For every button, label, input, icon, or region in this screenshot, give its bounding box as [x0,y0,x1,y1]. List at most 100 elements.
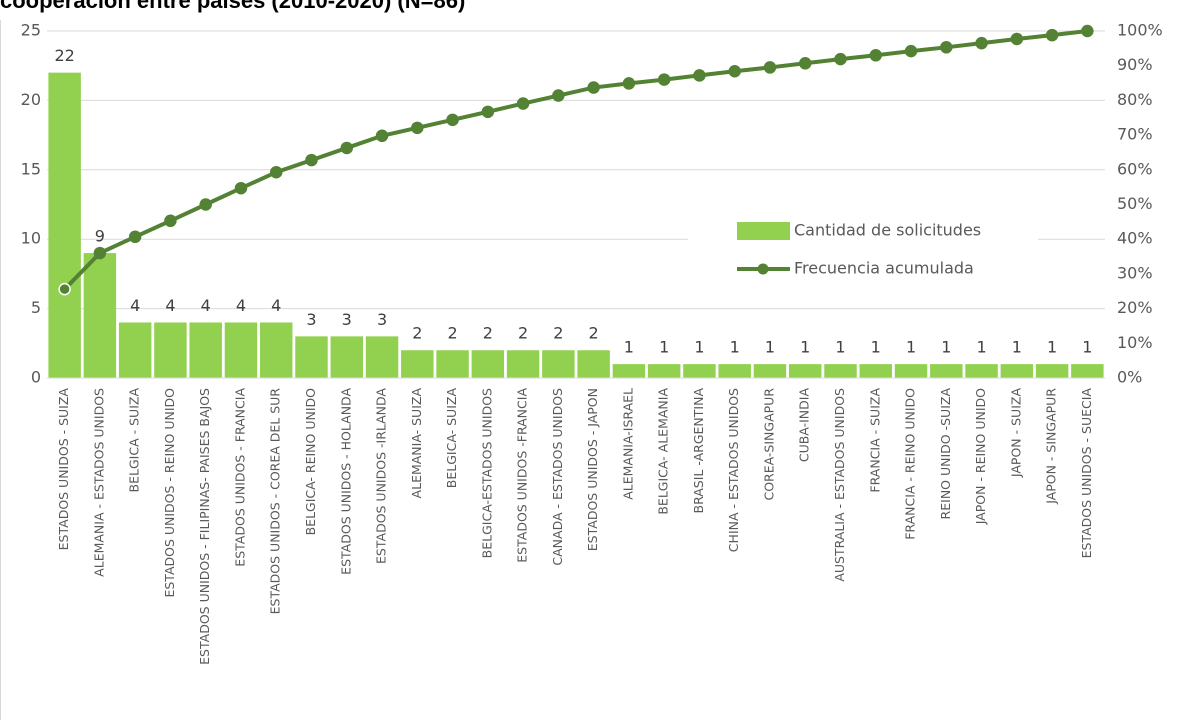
x-tick-label: FRANCIA - SUIZA [867,388,882,493]
bar [1035,364,1069,378]
y2-tick-label: 60% [1117,159,1153,178]
marker [693,69,706,82]
x-tick-label: BELGICA- REINO UNIDO [303,388,318,536]
x-tick-label: JAPON - SUIZA [1008,388,1023,479]
marker [481,105,495,119]
data-label: 1 [694,338,704,357]
y2-tick-label: 50% [1117,194,1153,213]
bar [224,322,258,378]
bar [436,350,469,378]
x-tick-label: JAPON - REINO UNIDO [973,388,988,525]
y-tick-label: 5 [31,298,41,317]
bar [789,364,822,378]
y2-tick-label: 80% [1117,90,1153,109]
bar [401,350,434,378]
x-tick-label: ESTADOS UNIDOS - REINO UNIDO [162,388,177,598]
x-tick-label: ALEMANIA - ESTADOS UNIDOS [91,388,106,577]
x-tick-label: REINO UNIDO -SUIZA [938,388,953,520]
data-label: 3 [377,310,387,329]
x-tick-label: ESTADOS UNIDOS - JAPON [585,388,600,551]
y2-tick-label: 30% [1117,263,1153,282]
marker [1045,28,1059,42]
marker [834,52,847,66]
y2-tick-label: 100% [1117,21,1163,40]
data-label: 3 [306,310,316,329]
data-label: 1 [871,338,881,357]
bar [365,336,399,378]
x-tick-label: BELGICA-ESTADOS UNIDOS [479,388,494,558]
data-label: 4 [236,296,246,315]
bar [753,364,787,378]
bar [154,322,187,378]
marker [940,41,953,54]
y-tick-label: 10 [21,229,41,248]
data-label: 1 [624,338,634,357]
y2-tick-label: 10% [1117,333,1153,352]
bar [471,350,505,378]
x-tick-label: BELGICA- ALEMANIA [656,388,671,515]
x-tick-label: ESTADOS UNIDOS - FILIPINAS- PAISES BAJOS [197,388,212,665]
marker [269,165,283,179]
data-label: 4 [271,296,281,315]
chart-title: cooperación entre países (2010-2020) (N=… [0,0,465,13]
x-tick-label: ESTADOS UNIDOS - FRANCIA [232,388,247,567]
marker [1010,32,1024,46]
bar [718,364,751,378]
y2-tick-label: 20% [1117,298,1153,317]
legend: Cantidad de solicitudes Frecuencia acumul… [688,210,1038,292]
x-tick-label: AUSTRALIA - ESTADOS UNIDOS [832,388,847,582]
legend-label: Cantidad de solicitudes [794,221,981,240]
data-label: 2 [412,324,422,343]
y2-tick-label: 90% [1117,55,1153,74]
x-tick-label: BELGICA - SUIZA [127,388,142,493]
bar [683,364,716,378]
x-tick-label: ESTADOS UNIDOS - HOLANDA [338,388,353,575]
x-tick-label: ALEMANIA- SUIZA [409,388,424,499]
bar [859,364,892,378]
legend-swatch [737,222,790,240]
data-label: 1 [941,338,951,357]
data-label: 2 [589,324,599,343]
legend-marker [757,263,769,275]
data-label: 2 [483,324,493,343]
bar [612,364,646,378]
data-label: 1 [800,338,810,357]
x-tick-label: ESTADOS UNIDOS - COREA DEL SUR [268,388,283,615]
marker [93,246,107,260]
x-tick-label: ESTADOS UNIDOS -FRANCIA [515,388,530,563]
data-label: 9 [95,227,105,246]
bar [506,350,540,378]
bar [189,322,222,378]
y-tick-label: 20 [21,90,41,109]
y-tick-label: 25 [21,21,41,40]
x-tick-label: ESTADOS UNIDOS -IRLANDA [374,388,389,564]
data-label: 1 [1047,338,1057,357]
data-label: 1 [906,338,916,357]
bar [118,322,152,378]
data-label: 4 [201,296,211,315]
marker [58,282,71,296]
marker [305,153,318,167]
marker [869,49,883,62]
y-tick-label: 15 [21,159,41,178]
x-tick-label: ESTADOS UNIDOS - SUECIA [1079,388,1094,559]
data-label: 1 [835,338,845,357]
marker [1081,24,1094,38]
data-label: 1 [976,338,986,357]
y2-tick-label: 0% [1117,368,1142,387]
marker [164,214,177,228]
data-label: 1 [1082,338,1092,357]
bar [542,350,575,378]
x-tick-label: ESTADOS UNIDOS - SUIZA [56,388,71,551]
data-label: 2 [447,324,457,343]
x-tick-label: CHINA - ESTADOS UNIDOS [726,388,741,552]
data-label: 1 [765,338,775,357]
bar [577,350,610,378]
marker [763,61,777,74]
marker [657,73,671,86]
marker [234,181,248,195]
bar [965,364,998,378]
bar [647,364,681,378]
